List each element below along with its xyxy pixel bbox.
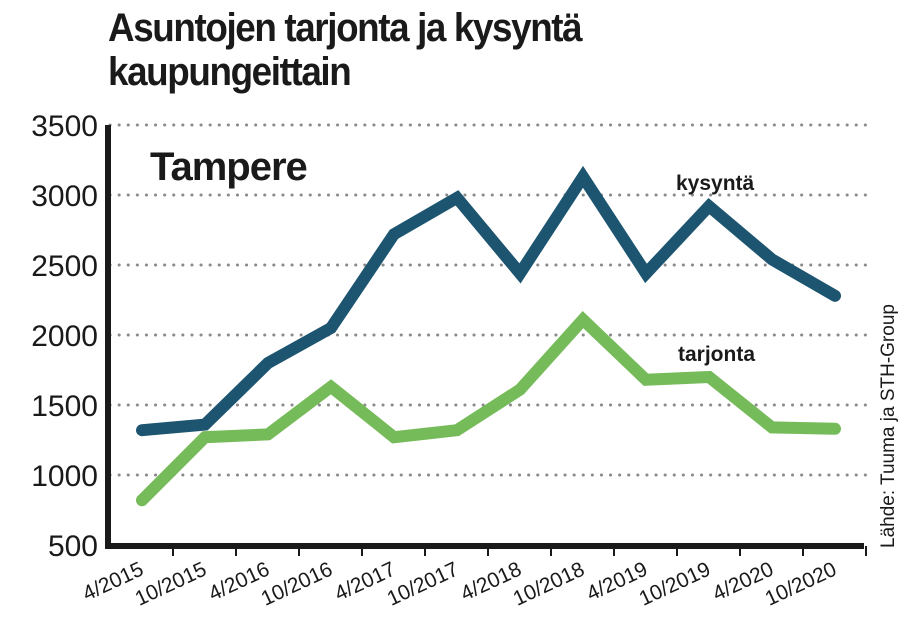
x-tick-label: 10/2016 [258,558,337,611]
data-point [330,386,332,388]
chart-title-line-2: kaupungeittain [108,50,352,94]
x-tick-label: 10/2019 [636,558,715,611]
series-line-tarjonta [136,310,841,507]
gridlines [108,123,872,477]
data-point [267,433,269,435]
series-label-tarjonta: tarjonta [678,343,755,366]
data-point [645,272,647,274]
data-point [771,426,773,428]
y-tick-label: 2000 [31,320,98,353]
data-point [204,436,206,438]
data-point [267,362,269,364]
x-tick-label: 10/2020 [762,558,841,611]
data-point [771,258,773,260]
data-point [204,424,206,426]
series-lines [136,165,841,507]
data-point [519,272,521,274]
y-tick-label: 1500 [31,390,98,423]
series-line-kysynta [136,165,841,437]
data-point [582,319,584,321]
chart-title: Asuntojen tarjonta ja kysyntä kaupungeit… [108,6,583,94]
source-note: Lähde: Tuuma ja STH-Group [878,304,899,548]
data-point [456,429,458,431]
data-point [393,436,395,438]
data-point [645,379,647,381]
data-point [330,327,332,329]
data-point [708,376,710,378]
chart-subtitle: Tampere [150,145,307,189]
data-point [393,233,395,235]
x-tick-label: 10/2018 [510,558,589,611]
data-point [708,205,710,207]
data-point [519,389,521,391]
x-tick-label: 10/2017 [384,558,463,611]
y-tick-label: 3500 [31,110,98,143]
x-tick-label: 10/2015 [132,558,211,611]
data-point [834,428,836,430]
data-point [582,176,584,178]
y-tick-label: 3000 [31,180,98,213]
data-point [834,295,836,297]
data-point [141,429,143,431]
data-point [456,197,458,199]
series-label-kysynta: kysyntä [676,172,755,195]
y-tick-label: 2500 [31,250,98,283]
y-tick-label: 1000 [31,460,98,493]
y-tick-label: 500 [48,530,98,563]
chart-title-line-1: Asuntojen tarjonta ja kysyntä [108,6,583,50]
x-axis-ticks: 4/201510/20154/201610/20164/201710/20174… [79,546,867,611]
data-point [141,499,143,501]
y-axis-ticks: 3500 3000 2500 2000 1500 1000 500 [31,110,98,563]
